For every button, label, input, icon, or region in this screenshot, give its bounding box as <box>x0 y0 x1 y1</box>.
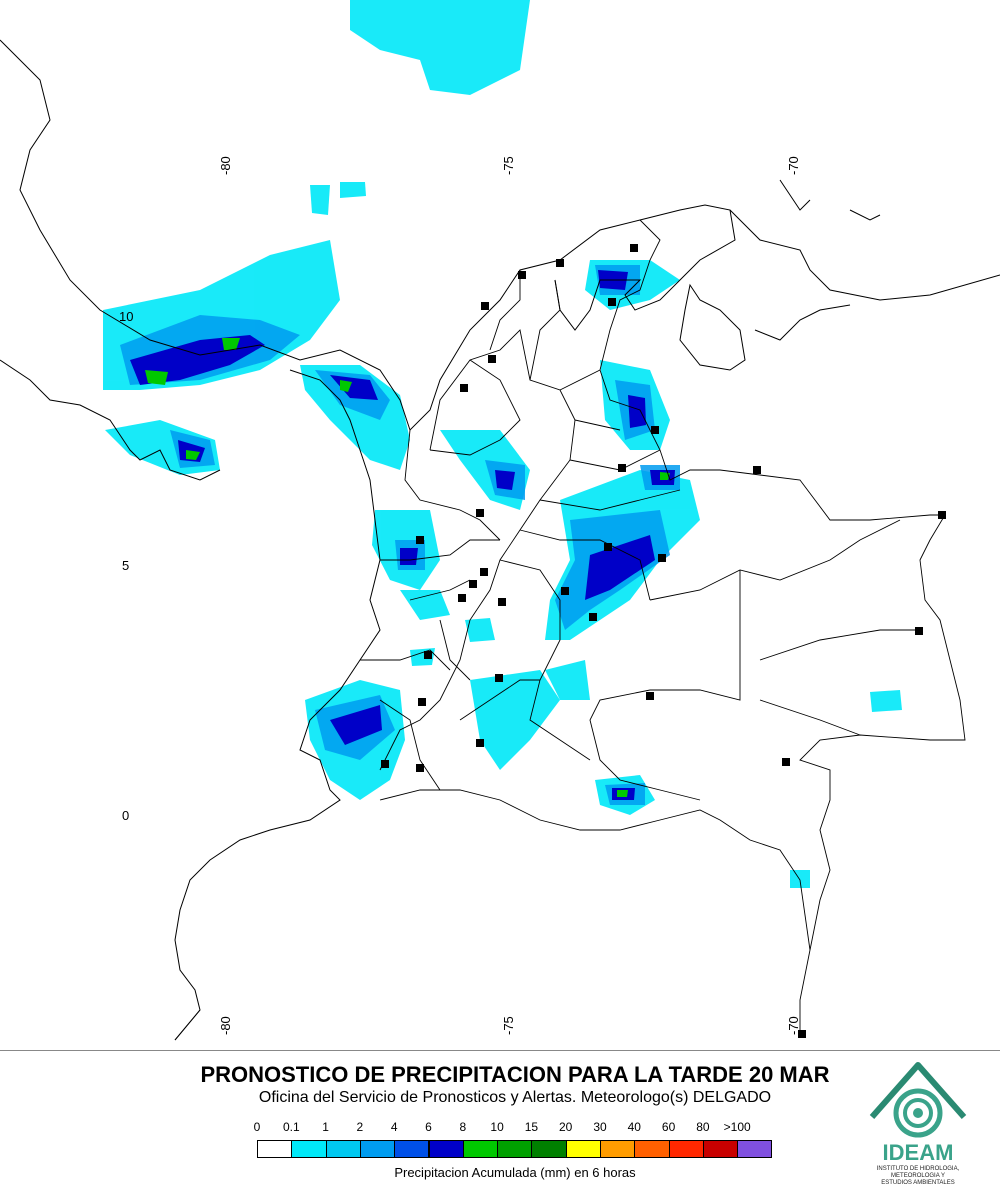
coastlines <box>0 39 1000 1041</box>
colorbar-box <box>462 1140 499 1158</box>
lon-label-top-3: -70 <box>786 156 801 175</box>
colorbar-box <box>668 1140 704 1158</box>
colorbar-tick-label: 10 <box>490 1120 504 1134</box>
colorbar-box <box>600 1140 636 1158</box>
colorbar-box <box>497 1140 533 1158</box>
colorbar-tick-label: 40 <box>627 1120 641 1134</box>
map-subtitle: Oficina del Servicio de Pronosticos y Al… <box>258 1089 772 1106</box>
colorbar-box <box>257 1140 293 1158</box>
colorbar-tick-label: 15 <box>524 1120 539 1134</box>
colorbar-tick-label: >100 <box>723 1120 751 1134</box>
colorbar-box <box>702 1140 739 1158</box>
colorbar-tick-label: 2 <box>356 1120 364 1134</box>
lat-label-3: 0 <box>122 808 129 823</box>
country-borders <box>174 219 966 1041</box>
colorbar-box <box>325 1140 361 1158</box>
lon-label-top-1: -80 <box>218 156 233 175</box>
colorbar-box <box>428 1140 464 1158</box>
colorbar-tick-label: 0.1 <box>282 1120 300 1134</box>
colorbar-tick-label: 8 <box>459 1120 467 1134</box>
logo-subtitle-line-2: METEOROLOGIA Y <box>891 1173 945 1179</box>
colorbar-tick-label: 30 <box>593 1120 607 1134</box>
colorbar-tick-label: 1 <box>322 1120 329 1134</box>
colorbar-box <box>359 1140 396 1158</box>
ideam-logo-icon <box>869 1062 967 1138</box>
colorbar-tick-label: 80 <box>696 1120 710 1134</box>
colorbar-box <box>291 1140 327 1158</box>
colorbar-box <box>634 1140 670 1158</box>
lat-label-1: 10 <box>119 309 133 324</box>
logo-name: IDEAM <box>882 1140 954 1165</box>
precipitation-map: -80 -75 -70 -80 -75 -70 10 5 0 <box>0 0 1000 1051</box>
colorbar-tick-label: 20 <box>559 1120 573 1134</box>
lon-label-bottom-1: -80 <box>218 1016 233 1035</box>
colorbar-box <box>531 1140 567 1158</box>
logo-subtitle-line-1: INSTITUTO DE HIDROLOGIA, <box>876 1166 960 1172</box>
colorbar-tick-label: 6 <box>425 1120 432 1134</box>
station-markers <box>381 244 946 1038</box>
precip-green <box>145 338 670 797</box>
lon-label-bottom-2: -75 <box>501 1016 516 1035</box>
colorbar-box <box>565 1140 601 1158</box>
lon-label-top-2: -75 <box>501 156 516 175</box>
colorbar: 0 0.1 1 2 4 6 8 10 15 20 30 40 60 80 >100 <box>245 1120 785 1160</box>
logo-subtitle: INSTITUTO DE HIDROLOGIA, METEOROLOGIA Y … <box>866 1166 970 1187</box>
colorbar-tick-label: 0 <box>253 1120 261 1134</box>
colorbar-tick-label: 4 <box>390 1120 398 1134</box>
colorbar-box <box>394 1140 430 1158</box>
lat-label-2: 5 <box>122 558 129 573</box>
colorbar-tick-label: 60 <box>661 1120 676 1134</box>
logo-subtitle-line-3: ESTUDIOS AMBIENTALES <box>881 1180 955 1186</box>
colorbar-label: Precipitacion Acumulada (mm) en 6 horas <box>394 1165 636 1180</box>
map-title: PRONOSTICO DE PRECIPITACION PARA LA TARD… <box>200 1062 830 1087</box>
colorbar-box <box>737 1140 773 1158</box>
lon-label-bottom-3: -70 <box>786 1016 801 1035</box>
